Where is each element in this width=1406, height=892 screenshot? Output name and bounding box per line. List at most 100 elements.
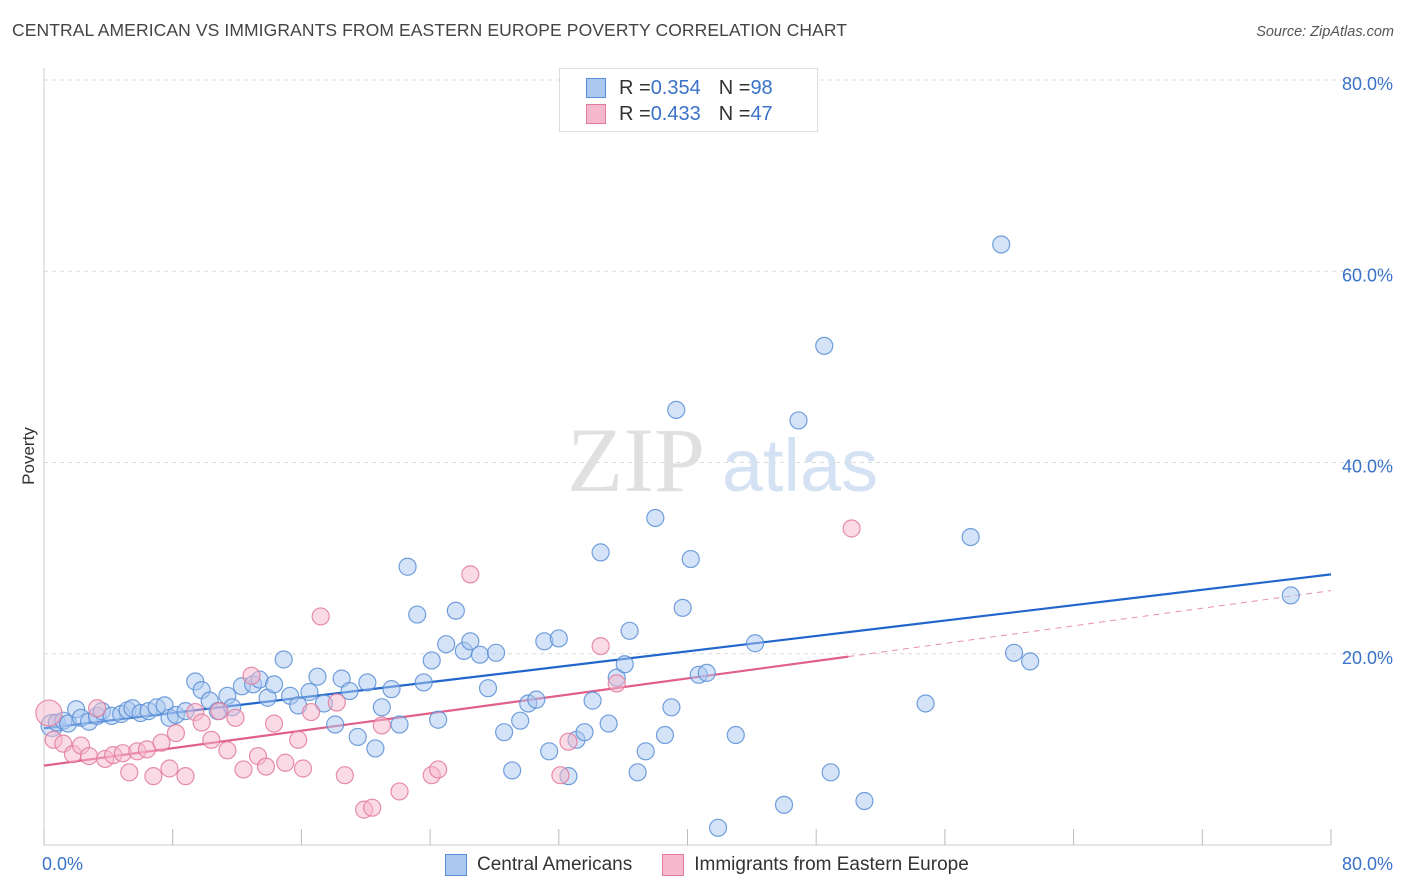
y-axis-label: Poverty (19, 427, 38, 485)
point-eastern-europe (87, 699, 107, 718)
point-eastern-europe (429, 760, 448, 779)
point-central-americans (961, 527, 980, 547)
y-tick-label: 20.0% (1342, 648, 1393, 668)
point-central-americans (414, 673, 433, 692)
point-central-americans (461, 632, 480, 651)
source-label: Source: ZipAtlas.com (1256, 24, 1394, 40)
point-eastern-europe (226, 708, 245, 727)
y-tick-label: 80.0% (1342, 74, 1393, 94)
data-points (35, 235, 1300, 837)
bottom-legend-swatch-pink (662, 854, 685, 876)
point-eastern-europe (327, 693, 346, 712)
point-eastern-europe (264, 714, 284, 733)
point-central-americans (511, 711, 530, 730)
point-central-americans (992, 235, 1011, 254)
point-central-americans (470, 645, 490, 664)
point-eastern-europe (311, 607, 330, 626)
point-central-americans (745, 634, 765, 653)
point-central-americans (646, 508, 665, 528)
point-central-americans (1021, 652, 1040, 671)
trend-line-central-americans (43, 573, 1332, 730)
point-eastern-europe (551, 766, 570, 785)
point-central-americans (681, 549, 700, 569)
y-tick-label: 60.0% (1342, 265, 1393, 285)
legend-r-label: R = (619, 102, 651, 125)
point-central-americans (636, 742, 655, 761)
point-eastern-europe (144, 767, 163, 786)
point-eastern-europe (242, 666, 261, 685)
point-eastern-europe (301, 702, 321, 722)
point-central-americans (583, 691, 602, 710)
point-central-americans (620, 621, 639, 640)
bottom-legend-label: Immigrants from Eastern Europe (694, 854, 969, 875)
watermark: ZIP atlas (567, 409, 878, 511)
point-central-americans (446, 601, 465, 620)
point-central-americans (697, 663, 716, 682)
point-central-americans (274, 650, 293, 669)
point-central-americans (575, 723, 594, 742)
point-eastern-europe (289, 730, 308, 749)
legend-swatch-pink (586, 104, 606, 124)
point-central-americans (821, 763, 840, 782)
legend-n-label: N = (718, 102, 751, 125)
point-central-americans (340, 681, 359, 701)
point-eastern-europe (210, 702, 229, 721)
point-central-americans (662, 698, 681, 717)
point-central-americans (398, 557, 417, 576)
point-central-americans (408, 605, 427, 624)
point-eastern-europe (166, 724, 186, 743)
watermark-zip: ZIP (567, 409, 705, 511)
point-central-americans (1004, 643, 1024, 662)
point-central-americans (1281, 586, 1300, 605)
point-central-americans (478, 679, 498, 698)
trend-line-eastern-europe-extension (848, 590, 1332, 658)
point-eastern-europe (363, 798, 382, 817)
point-central-americans (599, 714, 618, 733)
point-central-americans (300, 682, 319, 702)
point-eastern-europe (276, 753, 295, 772)
point-eastern-europe (461, 565, 480, 584)
legend-r-value: 0.354 (650, 76, 701, 99)
point-central-americans (774, 795, 794, 814)
legend-n-value: 47 (750, 102, 773, 125)
point-central-americans (429, 710, 448, 729)
point-central-americans (372, 698, 391, 717)
legend-swatch-blue (586, 78, 606, 98)
point-central-americans (437, 635, 456, 654)
point-eastern-europe (607, 674, 626, 693)
point-central-americans (366, 739, 385, 758)
point-eastern-europe (152, 733, 171, 752)
legend-row-central-americans: R = 0.354 N = 98 (586, 76, 773, 100)
point-central-americans (916, 694, 935, 713)
point-eastern-europe (202, 730, 221, 749)
point-eastern-europe (256, 757, 276, 776)
point-central-americans (422, 651, 441, 670)
point-central-americans (390, 715, 409, 734)
point-central-americans (726, 725, 745, 745)
point-central-americans (615, 655, 634, 674)
point-central-americans (789, 411, 808, 430)
point-central-americans (549, 629, 568, 648)
point-central-americans (591, 543, 610, 562)
point-central-americans (673, 598, 692, 617)
legend-row-eastern-europe: R = 0.433 N = 47 (586, 102, 773, 126)
point-eastern-europe (35, 699, 63, 727)
bottom-legend-swatch-blue (445, 854, 467, 876)
point-eastern-europe (218, 741, 237, 760)
point-eastern-europe (160, 759, 179, 778)
bottom-legend-central-americans: Central Americans (445, 854, 632, 876)
bottom-legend-label: Central Americans (477, 854, 633, 875)
point-eastern-europe (390, 782, 409, 801)
point-central-americans (382, 680, 401, 699)
chart-title: CENTRAL AMERICAN VS IMMIGRANTS FROM EAST… (12, 20, 848, 40)
point-central-americans (358, 673, 377, 692)
point-eastern-europe (79, 746, 99, 766)
point-eastern-europe (372, 716, 391, 735)
point-central-americans (667, 400, 686, 420)
point-central-americans (855, 791, 874, 811)
point-central-americans (708, 818, 728, 837)
point-eastern-europe (234, 760, 253, 779)
legend-n-label: N = (718, 76, 751, 99)
point-central-americans (527, 690, 546, 709)
